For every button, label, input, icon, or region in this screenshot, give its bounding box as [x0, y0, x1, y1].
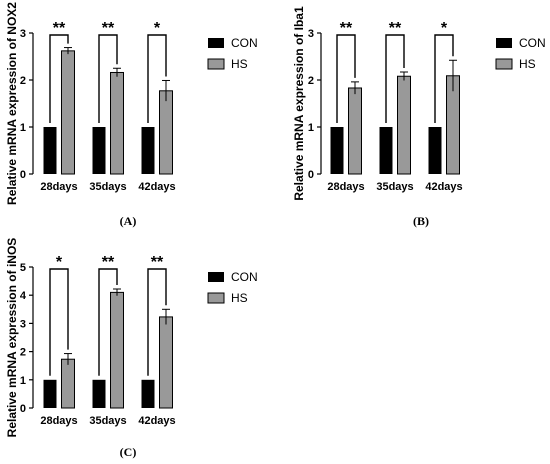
- legend-label-hs: HS: [519, 57, 536, 71]
- legend-label-con: CON: [519, 36, 546, 50]
- legend-label-hs: HS: [231, 291, 248, 305]
- y-tick-label: 2: [308, 75, 314, 87]
- panel-label: (C): [120, 445, 137, 459]
- bar-con-35days: [379, 127, 393, 174]
- y-tick-label: 1: [20, 375, 26, 387]
- y-tick-label: 1: [308, 122, 314, 134]
- bar-con-35days: [92, 127, 106, 174]
- legend-swatch-con: [208, 272, 224, 282]
- legend-swatch-hs: [207, 292, 225, 304]
- y-tick-label: 0: [20, 169, 26, 181]
- y-tick-label: 1: [20, 122, 26, 134]
- significance-bracket-35days: [98, 34, 118, 123]
- bar-con-28days: [43, 379, 57, 408]
- legend-label-con: CON: [231, 270, 258, 284]
- significance-bracket-28days: [336, 34, 356, 123]
- y-tick-label: 2: [20, 75, 26, 87]
- legend-label-con: CON: [231, 36, 258, 50]
- legend-label-hs: HS: [231, 57, 248, 71]
- bar-hs-35days: [110, 291, 124, 409]
- bar-hs-35days: [397, 75, 411, 175]
- y-tick-label: 0: [308, 169, 314, 181]
- significance-label-42days: *: [441, 20, 448, 37]
- bar-con-42days: [141, 127, 155, 174]
- bar-hs-28days: [61, 358, 75, 409]
- panel-label: (A): [120, 214, 137, 228]
- y-tick-label: 5: [20, 262, 26, 274]
- legend-swatch-con: [208, 38, 224, 48]
- x-tick-label-28days: 28days: [40, 415, 77, 427]
- y-tick-label: 3: [20, 318, 26, 330]
- bar-con-28days: [43, 127, 57, 174]
- significance-label-42days: *: [154, 20, 161, 37]
- significance-bracket-42days: [147, 34, 167, 123]
- significance-label-35days: **: [102, 20, 115, 37]
- y-tick-label: 0: [20, 403, 26, 415]
- x-tick-label-35days: 35days: [376, 181, 413, 193]
- y-tick-label: 4: [20, 290, 27, 302]
- y-axis-title: Relative mRNA expression of Iba1: [292, 6, 306, 201]
- y-axis-title: Relative mRNA expression of iNOS: [5, 238, 19, 438]
- x-tick-label-35days: 35days: [89, 415, 126, 427]
- significance-label-28days: **: [340, 20, 353, 37]
- significance-bracket-28days: [49, 34, 69, 123]
- bar-hs-35days: [110, 71, 124, 175]
- x-tick-label-42days: 42days: [138, 415, 175, 427]
- legend-swatch-con: [496, 38, 512, 48]
- significance-bracket-35days: [98, 268, 118, 376]
- bar-con-28days: [330, 127, 344, 174]
- significance-label-28days: *: [56, 254, 63, 271]
- legend-swatch-hs: [207, 58, 225, 70]
- significance-label-35days: **: [389, 20, 402, 37]
- bar-hs-42days: [159, 316, 173, 409]
- bar-con-35days: [92, 379, 106, 408]
- significance-bracket-35days: [385, 34, 405, 123]
- y-tick-label: 2: [20, 347, 26, 359]
- significance-bracket-42days: [147, 268, 167, 376]
- y-axis-title: Relative mRNA expression of NOX2: [5, 2, 19, 205]
- significance-label-42days: **: [151, 254, 164, 271]
- bar-hs-28days: [61, 50, 75, 175]
- x-tick-label-28days: 28days: [40, 181, 77, 193]
- x-tick-label-42days: 42days: [425, 181, 462, 193]
- y-tick-label: 3: [308, 28, 314, 40]
- y-tick-label: 3: [20, 28, 26, 40]
- bar-con-42days: [428, 127, 442, 174]
- x-tick-label-35days: 35days: [89, 181, 126, 193]
- x-tick-label-42days: 42days: [138, 181, 175, 193]
- bar-hs-28days: [348, 87, 362, 175]
- significance-bracket-42days: [434, 34, 454, 123]
- significance-label-35days: **: [102, 254, 115, 271]
- legend-swatch-hs: [495, 58, 513, 70]
- bar-hs-42days: [159, 90, 173, 175]
- x-tick-label-28days: 28days: [327, 181, 364, 193]
- significance-bracket-28days: [49, 268, 69, 376]
- panel-label: (B): [413, 214, 429, 228]
- significance-label-28days: **: [53, 20, 66, 37]
- bar-con-42days: [141, 379, 155, 408]
